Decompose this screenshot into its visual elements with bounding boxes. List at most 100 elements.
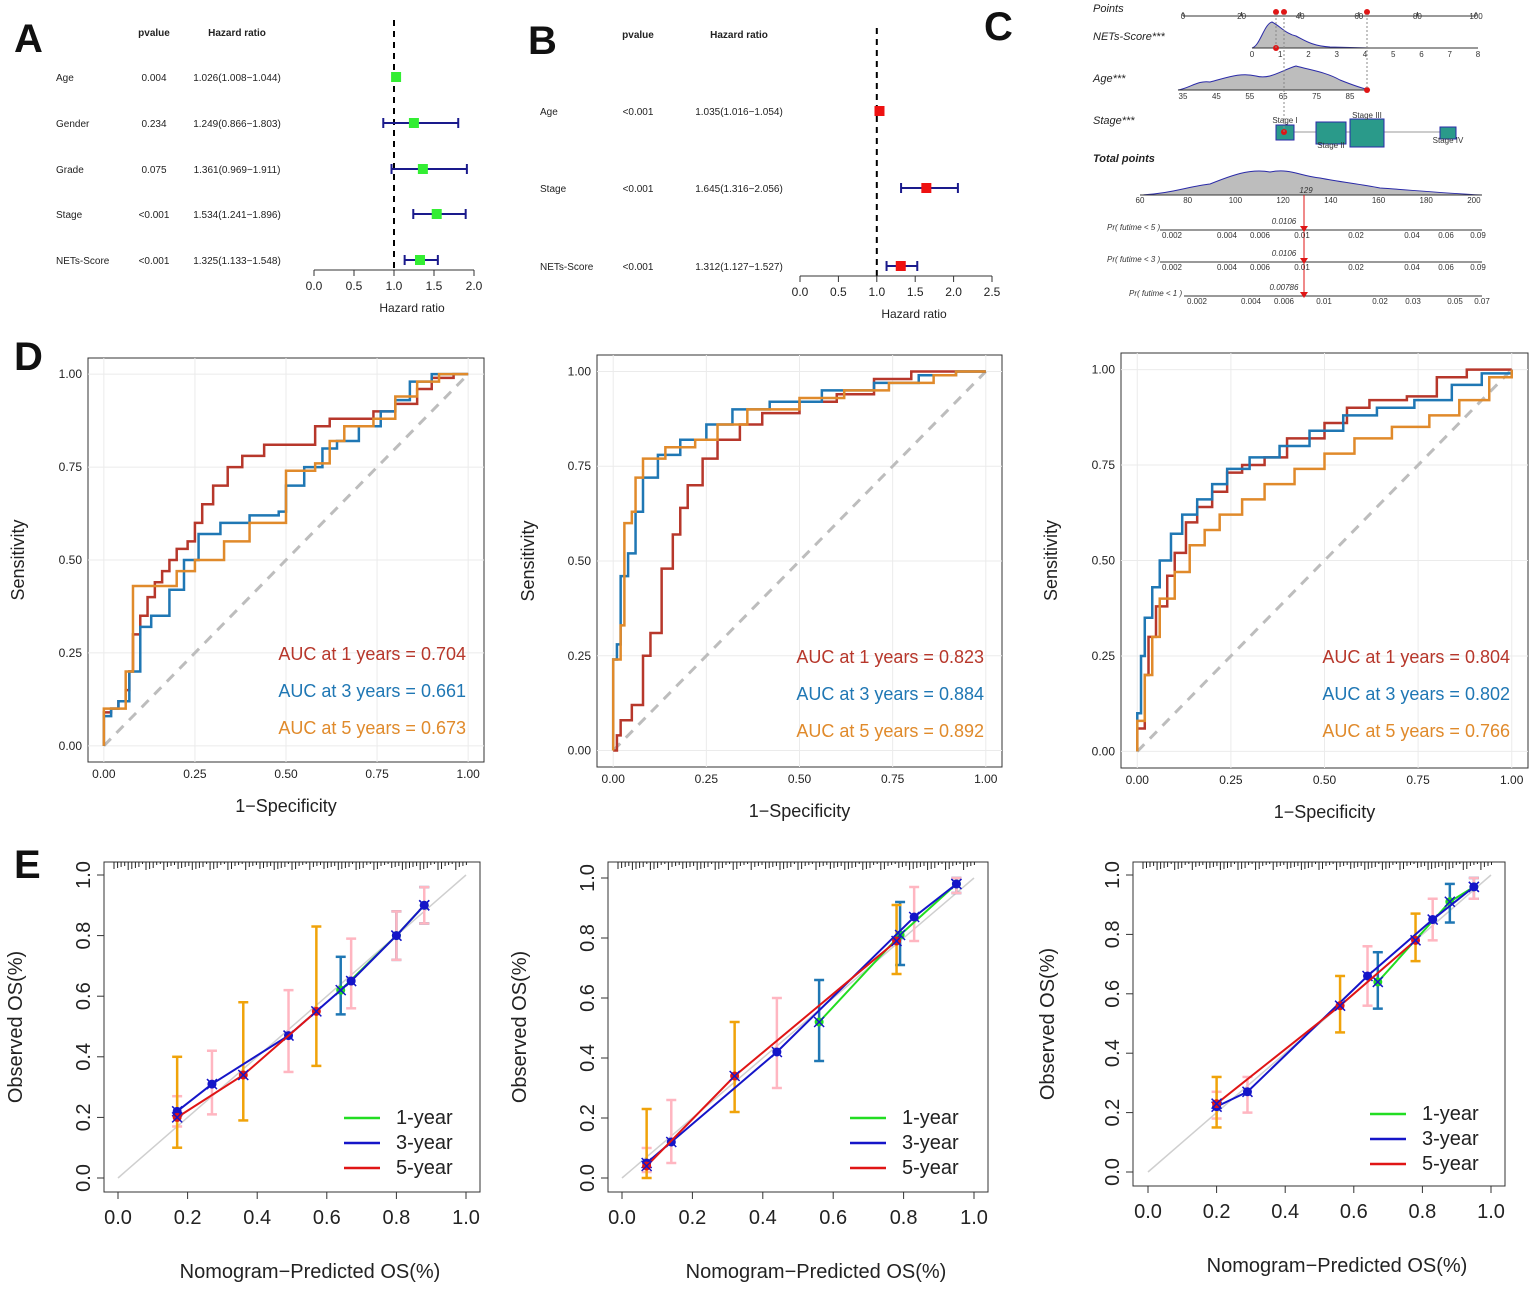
roc-plot-D1: 0.00 0.00 0.25 0.25 0.50 0.50 0.75 0.75 1.00 1.00… (8, 357, 485, 816)
prob-tick-label: 0.06 (1438, 231, 1454, 240)
prob-label: Pr( futime < 1 ) (1129, 289, 1182, 298)
calibration-x-mark (641, 1160, 653, 1172)
rug-marks (1142, 862, 1492, 870)
calibration-plot-E3: 0.0 0.2 0.4 0.6 0.8 1.0 0.0 0.2 0.4 0.6 0.8 1.0 1-ye… (1037, 861, 1506, 1277)
x-tick-label: 0.0 (104, 1207, 132, 1229)
x-tick-label: 0.25 (1219, 773, 1243, 787)
roc-curve-5-years (1136, 369, 1513, 752)
points-tick-label: 0 (1181, 12, 1186, 21)
row-hr-text: 1.645(1.316−2.056) (695, 184, 783, 195)
calibration-x-mark (1334, 1000, 1346, 1012)
legend-label: 3-year (902, 1132, 959, 1154)
nets-tick-label: 7 (1448, 50, 1453, 59)
auc-label: AUC at 3 years = 0.884 (796, 684, 984, 704)
x-tick-label: 0.0 (1134, 1201, 1162, 1223)
x-axis-label: Nomogram−Predicted OS(%) (686, 1261, 947, 1283)
calibration-line-5-year (1215, 939, 1417, 1105)
prob-tick-label: 0.01 (1294, 231, 1310, 240)
nets-tick-label: 3 (1335, 50, 1340, 59)
auc-label: AUC at 5 years = 0.766 (1322, 721, 1510, 741)
prob-value: 0.00786 (1270, 283, 1299, 292)
y-tick-label: 0.6 (1102, 980, 1124, 1008)
prob-tick-label: 0.004 (1217, 231, 1238, 240)
y-tick-label: 0.75 (59, 460, 83, 474)
panel-label-B: B (528, 19, 557, 63)
roc-curve-5-years (102, 372, 469, 746)
y-tick-label: 0.75 (1092, 458, 1116, 472)
forest-plot-B: pvalue Hazard ratio Age <0.001 1.035(1.016−1… (540, 28, 1001, 321)
calibration-x-mark (418, 899, 430, 911)
x-axis-label: 1−Specificity (749, 801, 851, 821)
nets-tick-label: 8 (1476, 50, 1481, 59)
y-axis-label: Sensitivity (1041, 520, 1061, 601)
var-label: NETs-Score*** (1093, 31, 1165, 43)
legend-label: 1-year (1422, 1103, 1479, 1125)
x-tick-label: 1.0 (1477, 1201, 1505, 1223)
legend-label: 3-year (1422, 1128, 1479, 1150)
prob-tick-label: 0.07 (1474, 297, 1490, 306)
age-tick-label: 65 (1279, 92, 1288, 101)
legend-label: 5-year (1422, 1153, 1479, 1175)
points-marker (1273, 9, 1279, 15)
row-pvalue: 0.004 (141, 73, 166, 84)
y-tick-label: 0.2 (1102, 1099, 1124, 1127)
legend-label: 1-year (396, 1107, 453, 1129)
x-tick-label: 0.00 (602, 772, 626, 786)
hr-point (895, 261, 906, 271)
x-tick-label: 1.0 (452, 1207, 480, 1229)
x-tick-label: 2.5 (984, 285, 1001, 299)
calibration-x-mark (1241, 1086, 1254, 1098)
calibration-x-mark (310, 1005, 322, 1017)
y-tick-label: 0.8 (1102, 920, 1124, 948)
prob-value: 0.0106 (1272, 217, 1297, 226)
x-tick-label: 0.75 (881, 772, 905, 786)
total-tick-label: 140 (1324, 196, 1338, 205)
row-pvalue: 0.234 (141, 119, 166, 130)
nets-tick-label: 1 (1278, 50, 1283, 59)
x-tick-label: 2.0 (466, 279, 483, 293)
hr-point (921, 183, 932, 193)
age-tick-label: 85 (1346, 92, 1355, 101)
age-tick-label: 55 (1245, 92, 1254, 101)
y-axis-label: Sensitivity (8, 519, 28, 600)
stage-label: Stage I (1272, 116, 1297, 125)
y-tick-label: 0.25 (59, 646, 83, 660)
row-hr-text: 1.035(1.016−1.054) (695, 107, 783, 118)
y-tick-label: 0.50 (568, 554, 592, 568)
y-tick-label: 0.00 (59, 739, 83, 753)
y-axis-label: Observed OS(%) (1037, 948, 1059, 1100)
auc-label: AUC at 1 years = 0.804 (1322, 647, 1510, 667)
y-tick-label: 0.6 (577, 984, 599, 1012)
y-tick-label: 0.50 (1092, 554, 1116, 568)
row-name: Age (56, 73, 74, 84)
prob-marker (1300, 258, 1308, 264)
calibration-x-mark (1410, 934, 1422, 946)
x-tick-label: 1.5 (426, 279, 443, 293)
x-tick-label: 0.25 (695, 772, 719, 786)
calibration-x-mark (1372, 976, 1384, 988)
stage-label: Stage III (1352, 111, 1382, 120)
nets-tick-label: 5 (1391, 50, 1396, 59)
x-tick-label: 0.8 (382, 1207, 410, 1229)
y-tick-label: 0.50 (59, 553, 83, 567)
y-tick-label: 1.0 (577, 864, 599, 892)
x-tick-label: 0.0 (792, 285, 809, 299)
hr-point (874, 106, 885, 116)
prob-tick-label: 0.004 (1241, 297, 1262, 306)
x-tick-label: 0.6 (1340, 1201, 1368, 1223)
y-tick-label: 0.4 (1102, 1039, 1124, 1067)
prob-tick-label: 0.09 (1470, 231, 1486, 240)
y-tick-label: 0.0 (577, 1164, 599, 1192)
prob-tick-label: 0.03 (1405, 297, 1421, 306)
calibration-x-mark (171, 1111, 183, 1123)
y-tick-label: 1.00 (1092, 363, 1116, 377)
x-tick-label: 0.00 (92, 767, 116, 781)
prob-tick-label: 0.04 (1404, 231, 1420, 240)
age-tick-label: 75 (1312, 92, 1321, 101)
calibration-plot-E1: 0.0 0.2 0.4 0.6 0.8 1.0 0.0 0.2 0.4 0.6 0.8 1.0 1-ye… (5, 861, 481, 1283)
hr-point (391, 72, 402, 82)
var-label: Stage*** (1093, 115, 1135, 127)
row-hr-text: 1.026(1.008−1.044) (193, 73, 281, 84)
prob-tick-label: 0.04 (1404, 263, 1420, 272)
calibration-x-mark (345, 975, 357, 987)
